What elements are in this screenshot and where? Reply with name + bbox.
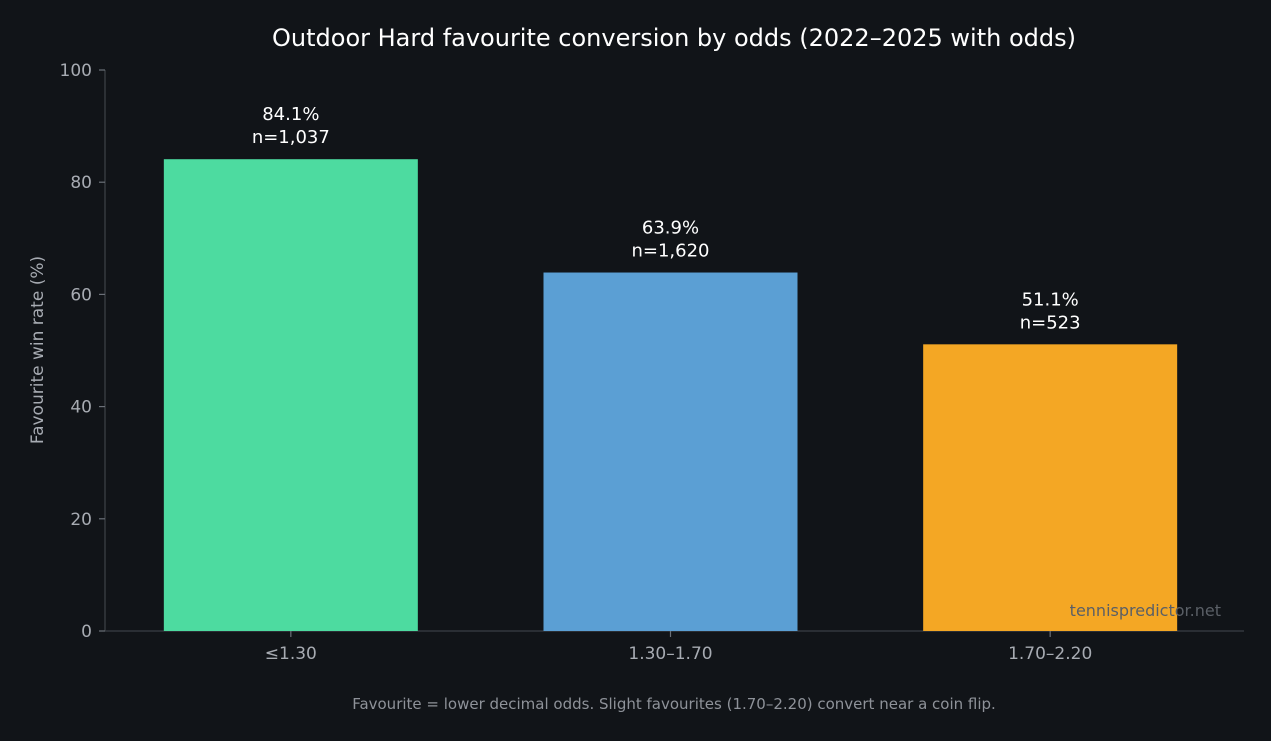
bars bbox=[163, 159, 1178, 631]
chart-title: Outdoor Hard favourite conversion by odd… bbox=[272, 24, 1076, 52]
x-tick-label: 1.30–1.70 bbox=[628, 644, 712, 664]
bar-value-label: 63.9% bbox=[642, 218, 699, 239]
bar-count-label: n=1,620 bbox=[631, 241, 709, 262]
y-tick-label: 60 bbox=[70, 285, 92, 305]
x-tick-label: ≤1.30 bbox=[265, 644, 317, 664]
x-axis: ≤1.30 1.30–1.70 1.70–2.20 bbox=[105, 630, 1244, 664]
y-tick-label: 40 bbox=[70, 398, 92, 418]
bar-count-label: n=523 bbox=[1020, 312, 1081, 333]
bar bbox=[163, 159, 418, 631]
y-tick-label: 0 bbox=[81, 622, 92, 642]
bar bbox=[543, 272, 798, 631]
x-tick-label: 1.70–2.20 bbox=[1008, 644, 1092, 664]
watermark: tennispredictor.net bbox=[1070, 601, 1221, 620]
bar-value-label: 51.1% bbox=[1022, 289, 1079, 310]
bar-value-label: 84.1% bbox=[262, 104, 319, 125]
y-axis: 0 20 40 60 80 100 bbox=[60, 61, 106, 642]
data-labels: 84.1%n=1,037 63.9%n=1,620 51.1%n=523 bbox=[252, 104, 1081, 333]
y-tick-label: 80 bbox=[70, 173, 92, 193]
bar-count-label: n=1,037 bbox=[252, 127, 330, 148]
chart-footnote: Favourite = lower decimal odds. Slight f… bbox=[352, 695, 996, 713]
y-tick-label: 100 bbox=[60, 61, 92, 81]
bar bbox=[923, 344, 1178, 631]
y-tick-label: 20 bbox=[70, 510, 92, 530]
y-axis-label: Favourite win rate (%) bbox=[28, 256, 48, 444]
